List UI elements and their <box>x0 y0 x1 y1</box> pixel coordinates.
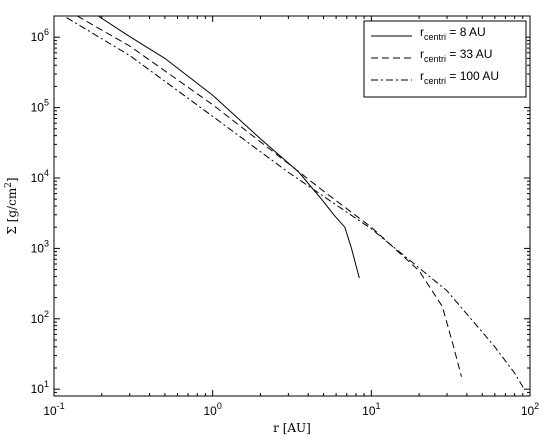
y-tick-label: 102 <box>31 309 49 326</box>
x-tick-label: 102 <box>521 401 539 418</box>
x-tick-label: 100 <box>203 401 221 418</box>
series-line-solid <box>97 15 360 279</box>
series-layer <box>66 15 525 390</box>
x-tick-label: 10-1 <box>43 401 64 418</box>
y-axis-label: Σ [g/cm2] <box>4 177 19 234</box>
legend: rcentri = 8 AU rcentri = 33 AU rcentri =… <box>363 20 527 98</box>
legend-label-33au: rcentri = 33 AU <box>420 47 492 64</box>
series-line-dashed <box>76 15 462 377</box>
x-tick-label: 101 <box>362 401 380 418</box>
y-tick-label: 103 <box>31 238 49 255</box>
legend-label-8au: rcentri = 8 AU <box>420 25 486 42</box>
axis-ticks: 10-1 100 101 102 101 102 103 104 105 106 <box>31 15 539 418</box>
y-tick-label: 105 <box>31 98 49 115</box>
y-tick-label: 104 <box>31 168 49 185</box>
y-tick-label: 101 <box>31 379 49 396</box>
series-line-dashdot <box>66 17 525 390</box>
legend-box <box>363 20 527 98</box>
x-axis-label: r [AU] <box>273 421 311 435</box>
legend-label-100au: rcentri = 100 AU <box>420 69 499 86</box>
y-tick-label: 106 <box>31 27 49 44</box>
